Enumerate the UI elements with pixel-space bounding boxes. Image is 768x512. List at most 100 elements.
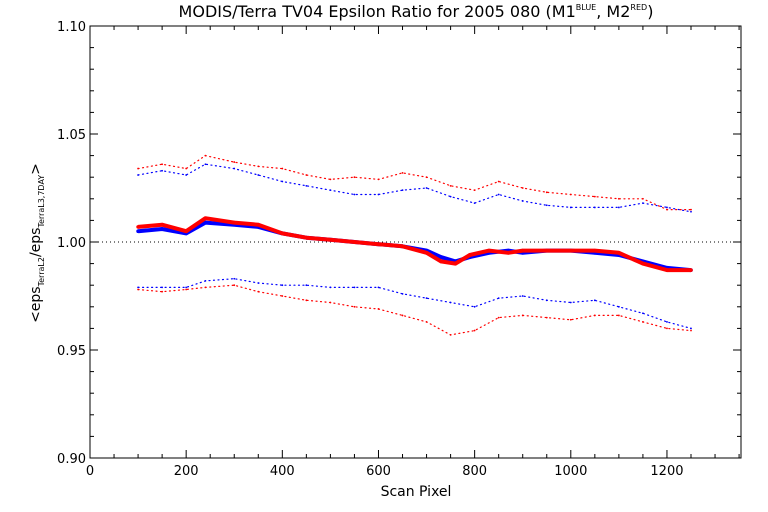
series-m1-dotted-point: [545, 299, 548, 302]
series-m1-dotted-point: [666, 206, 668, 209]
series-m1-dotted-point: [281, 284, 284, 287]
series-m2-dotted-point: [521, 187, 524, 189]
series-m1-dotted-point: [521, 295, 524, 297]
series-m2-thick-point: [328, 238, 333, 242]
x-tick-label: 0: [86, 464, 94, 479]
y-tick-label: 1.05: [57, 128, 86, 143]
series-m2-dotted-point: [377, 178, 380, 181]
series-m2-dotted-point: [353, 305, 356, 308]
series-m1-dotted-point: [449, 301, 452, 304]
series-m2-thick-point: [280, 231, 285, 236]
series-m1-thick-point: [439, 255, 443, 259]
series-m2-dotted-point: [425, 321, 428, 323]
series-m1-dotted-point: [353, 286, 356, 289]
series-m1-dotted-point: [401, 292, 404, 295]
series-m1-dotted-point: [449, 195, 452, 198]
series-m2-dotted-point: [593, 314, 596, 317]
series-m1-dotted-point: [497, 193, 500, 196]
series-m1-dotted-point: [569, 301, 572, 304]
y-tick-label: 0.90: [57, 452, 86, 467]
series-m2-dotted-point: [161, 290, 164, 293]
series-m2-dotted-point: [305, 174, 308, 176]
series-m1-dotted-point: [642, 202, 644, 205]
y-axis-label: <epsTerraL2/epsTerraL3,7DAY>: [28, 163, 46, 323]
y-label-sub1: TerraL2: [37, 257, 46, 287]
series-m2-dotted-point: [257, 165, 260, 168]
series-m2-thick-point: [256, 222, 261, 227]
series-m2-dotted-point: [233, 284, 236, 287]
y-label-mid: /eps: [28, 228, 44, 258]
series-m1-dotted-point: [666, 321, 668, 323]
series-m1-dotted-point: [593, 206, 596, 209]
series-m1-thick-line: [137, 220, 692, 273]
series-m2-thick-point: [304, 235, 309, 240]
series-m2-dotted-point: [233, 161, 236, 163]
series-m2-dotted-point: [329, 178, 332, 181]
series-m2-dotted-point: [305, 299, 308, 302]
series-m1-dotted-point: [617, 305, 620, 308]
series-m2-dotted-point: [185, 288, 188, 291]
series-m2-dotted-point: [137, 167, 139, 170]
series-m2-dotted-point: [161, 163, 164, 166]
series-m2-dotted-point: [569, 318, 572, 321]
series-m2-dotted-point: [617, 314, 620, 317]
series-m2-thick-point: [376, 242, 381, 246]
plot-frame: [89, 25, 742, 459]
series-m2-thick-point: [689, 268, 693, 272]
x-tick-label: 200: [174, 464, 199, 479]
series-m2-thick-point: [439, 259, 443, 264]
series-m2-thick-point: [352, 240, 357, 244]
series-m2-thick-line: [137, 216, 691, 273]
series-m2-dotted-point: [569, 193, 572, 196]
chart-title-sup-blue: BLUE: [576, 3, 596, 12]
x-tick-label: 1200: [650, 464, 683, 479]
series-m1-dotted-point: [185, 174, 188, 176]
y-tick-label: 0.95: [57, 344, 86, 359]
x-tick-label: 1000: [554, 464, 587, 479]
series-m2-thick-point: [641, 261, 645, 266]
series-m1-dotted-point: [204, 163, 207, 166]
series-m2-thick-point: [593, 248, 597, 253]
series-m2-dotted-point: [521, 314, 524, 317]
series-m2-dotted-point: [690, 329, 692, 332]
series-m1-dotted-point: [204, 279, 207, 282]
series-m2-dotted-point: [690, 208, 692, 211]
series-m2-thick-point: [568, 248, 573, 253]
series-m1-thick-point: [160, 227, 164, 231]
series-m1-dotted-point: [425, 187, 428, 189]
series-m2-dotted-point: [642, 197, 644, 200]
series-m2-dotted-point: [497, 180, 500, 183]
series-m1-dotted-point: [569, 206, 572, 209]
series-m1-dotted-point: [281, 180, 284, 183]
chart-title-mid: , M2: [596, 2, 630, 21]
series-m1-dotted-line: [137, 278, 692, 329]
series-m2-dotted-point: [497, 316, 500, 319]
series-m1-dotted-point: [257, 282, 260, 284]
series-m1-thick-point: [203, 220, 208, 225]
series-m2-dotted-point: [204, 154, 207, 157]
series-m2-dotted-point: [473, 329, 476, 332]
plot-area: 0 200 400 600 800 1000 1200 0.90 0.95 1.00 1.05 1.1…: [57, 20, 742, 479]
series-m2-thick-point: [487, 248, 491, 253]
series-m1-dotted-point: [305, 184, 308, 187]
series-m2-dotted-point: [545, 316, 548, 319]
series-m2-dotted-point: [617, 197, 620, 200]
x-tick-label: 600: [366, 464, 391, 479]
series-m2-thick-point: [617, 251, 621, 255]
series-m1-dotted-point: [690, 210, 692, 213]
series-m1-dotted-point: [305, 284, 308, 287]
series-m1-dotted-point: [353, 193, 356, 196]
series-m2-thick-point: [506, 251, 511, 255]
series-m1-dotted-point: [257, 174, 260, 176]
series-m2-thick-point: [424, 251, 429, 255]
series-m2-thick-point: [184, 229, 188, 233]
series-m2-thick-point: [665, 268, 669, 272]
series-m2-dotted-point: [449, 184, 452, 187]
series-m1-dotted-point: [521, 200, 524, 202]
series-m1-dotted-point: [401, 189, 404, 192]
series-m2-dotted-point: [401, 171, 404, 174]
y-label-sub2: TerraL3,7DAY: [37, 175, 46, 229]
series-m1-dotted-point: [473, 202, 476, 205]
x-axis-label: Scan Pixel: [381, 484, 452, 500]
series-m2-thick-point: [468, 253, 472, 257]
